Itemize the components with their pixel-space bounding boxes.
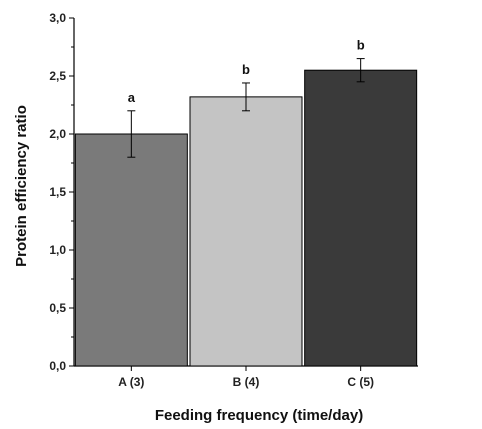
bar (74, 133, 188, 367)
x-tick-label: A (3) (118, 375, 144, 389)
y-tick-label: 1,0 (49, 243, 66, 257)
y-tick-label: 2,0 (49, 127, 66, 141)
x-tick-label: B (4) (233, 375, 260, 389)
bar (189, 96, 303, 367)
y-tick-label: 2,5 (49, 69, 66, 83)
x-axis-title: Feeding frequency (time/day) (155, 407, 363, 424)
significance-label: a (128, 90, 136, 105)
y-tick-label: 3,0 (49, 11, 66, 25)
significance-label: b (357, 38, 365, 53)
y-tick-label: 0,5 (49, 301, 66, 315)
bar (304, 69, 418, 367)
significance-label: b (242, 62, 250, 77)
x-tick-label: C (5) (347, 375, 374, 389)
y-tick-label: 1,5 (49, 185, 66, 199)
y-axis-title: Protein efficiency ratio (13, 105, 30, 267)
y-tick-label: 0,0 (49, 359, 66, 373)
